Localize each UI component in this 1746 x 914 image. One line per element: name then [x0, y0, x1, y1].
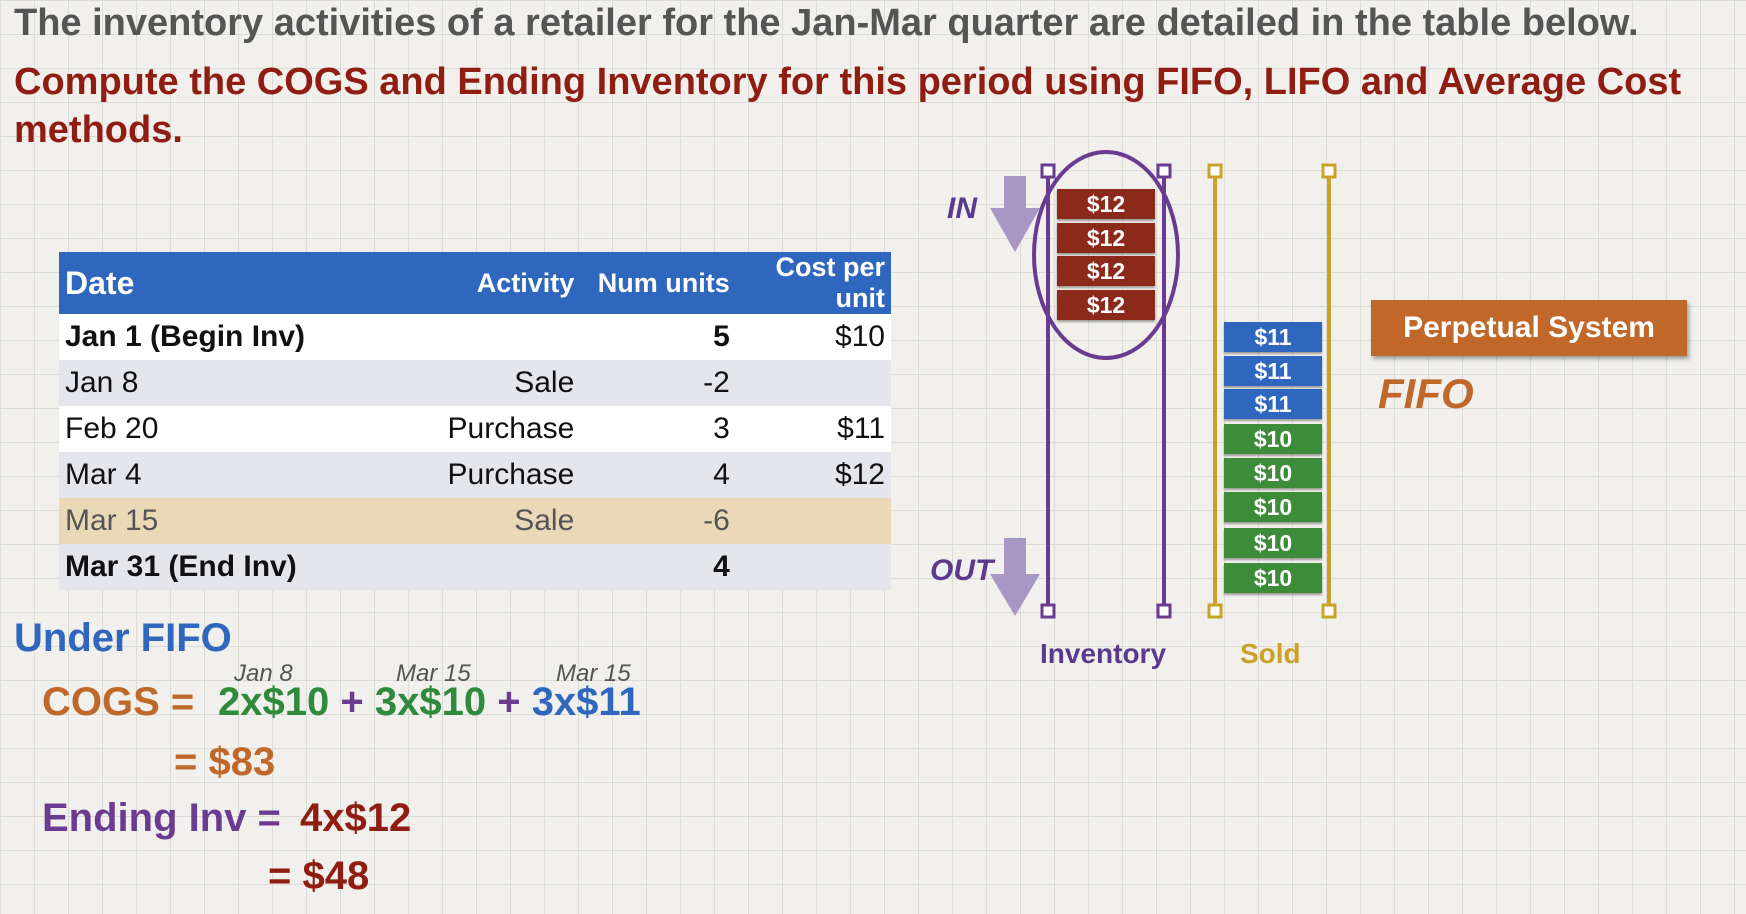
out-arrow-icon [990, 538, 1040, 616]
inventory-block: $12 [1057, 223, 1155, 253]
term-date: Jan 8 [234, 660, 293, 687]
in-label: IN [947, 192, 977, 225]
sold-block: $10 [1224, 563, 1322, 593]
cell-cost: $11 [735, 406, 891, 452]
header-units: Num units [580, 252, 736, 314]
cell-units: -2 [580, 360, 736, 406]
cell-units: 3 [580, 406, 736, 452]
cogs-total: = $83 [174, 740, 276, 784]
inventory-label: Inventory [1040, 638, 1167, 669]
cell-cost [735, 498, 891, 544]
cogs-term: 3x$10 [374, 680, 487, 724]
ending-inv-expression: 4x$12 [300, 796, 412, 840]
cell-date: Mar 4 [59, 452, 356, 498]
sold-label: Sold [1240, 638, 1301, 669]
inventory-block: $12 [1057, 256, 1155, 286]
inventory-block: $12 [1057, 290, 1155, 320]
sold-block: $10 [1224, 492, 1322, 522]
cell-cost [735, 544, 891, 590]
cogs-term: 2x$10 [218, 680, 330, 724]
table-row-highlighted: Mar 15 Sale -6 [59, 498, 891, 544]
ending-inv-total: = $48 [268, 854, 370, 898]
heading-line-1: The inventory activities of a retailer f… [14, 2, 1639, 44]
cell-cost: $12 [735, 452, 891, 498]
cell-units: -6 [580, 498, 736, 544]
cell-units: 4 [580, 544, 736, 590]
cell-activity [355, 314, 581, 360]
handle [1040, 163, 1056, 179]
sold-block: $10 [1224, 424, 1322, 454]
table-row: Feb 20 Purchase 3 $11 [59, 406, 891, 452]
header-date: Date [59, 252, 356, 314]
plus-sign: + [497, 680, 521, 724]
out-label: OUT [930, 554, 994, 587]
cell-activity: Purchase [355, 452, 581, 498]
handle [1321, 163, 1337, 179]
cell-units: 4 [580, 452, 736, 498]
table-row: Jan 8 Sale -2 [59, 360, 891, 406]
cell-cost: $10 [735, 314, 891, 360]
plus-sign: + [340, 680, 364, 724]
cell-date: Jan 1 (Begin Inv) [59, 314, 356, 360]
cogs-label: COGS = [42, 680, 195, 724]
sold-block: $11 [1224, 389, 1322, 419]
cell-date: Feb 20 [59, 406, 356, 452]
heading-line-2: Compute the COGS and Ending Inventory fo… [14, 61, 1682, 151]
handle [1156, 603, 1172, 619]
cell-activity [355, 544, 581, 590]
sold-block: $11 [1224, 356, 1322, 386]
inventory-block: $12 [1057, 189, 1155, 219]
cell-cost [735, 360, 891, 406]
highlight-ellipse [1032, 150, 1180, 360]
sold-block: $11 [1224, 322, 1322, 352]
handle [1207, 603, 1223, 619]
cogs-expression: 2x$10 + 3x$10 + 3x$11 [218, 680, 641, 725]
header-cost: Cost per unit [735, 252, 891, 314]
table-row: Jan 1 (Begin Inv) 5 $10 [59, 314, 891, 360]
table-row: Mar 4 Purchase 4 $12 [59, 452, 891, 498]
table-row: Mar 31 (End Inv) 4 [59, 544, 891, 590]
header-activity: Activity [355, 252, 581, 314]
cogs-term: 3x$11 [531, 680, 641, 724]
under-fifo-heading: Under FIFO [14, 616, 232, 660]
handle [1207, 163, 1223, 179]
sold-block: $10 [1224, 528, 1322, 558]
perpetual-system-badge: Perpetual System [1371, 300, 1687, 356]
in-arrow-icon [990, 176, 1040, 252]
handle [1321, 603, 1337, 619]
method-label: FIFO [1378, 370, 1474, 417]
sold-block: $10 [1224, 458, 1322, 488]
ending-inv-label: Ending Inv = [42, 796, 281, 840]
cell-date: Jan 8 [59, 360, 356, 406]
cell-activity: Purchase [355, 406, 581, 452]
handle [1040, 603, 1056, 619]
cell-date: Mar 15 [59, 498, 356, 544]
cell-units: 5 [580, 314, 736, 360]
cell-date: Mar 31 (End Inv) [59, 544, 356, 590]
handle [1156, 163, 1172, 179]
term-date: Mar 15 [556, 660, 631, 687]
table-header-row: Date Activity Num units Cost per unit [59, 252, 891, 314]
cell-activity: Sale [355, 498, 581, 544]
inventory-table: Date Activity Num units Cost per unit Ja… [59, 252, 891, 590]
term-date: Mar 15 [396, 660, 471, 687]
cell-activity: Sale [355, 360, 581, 406]
